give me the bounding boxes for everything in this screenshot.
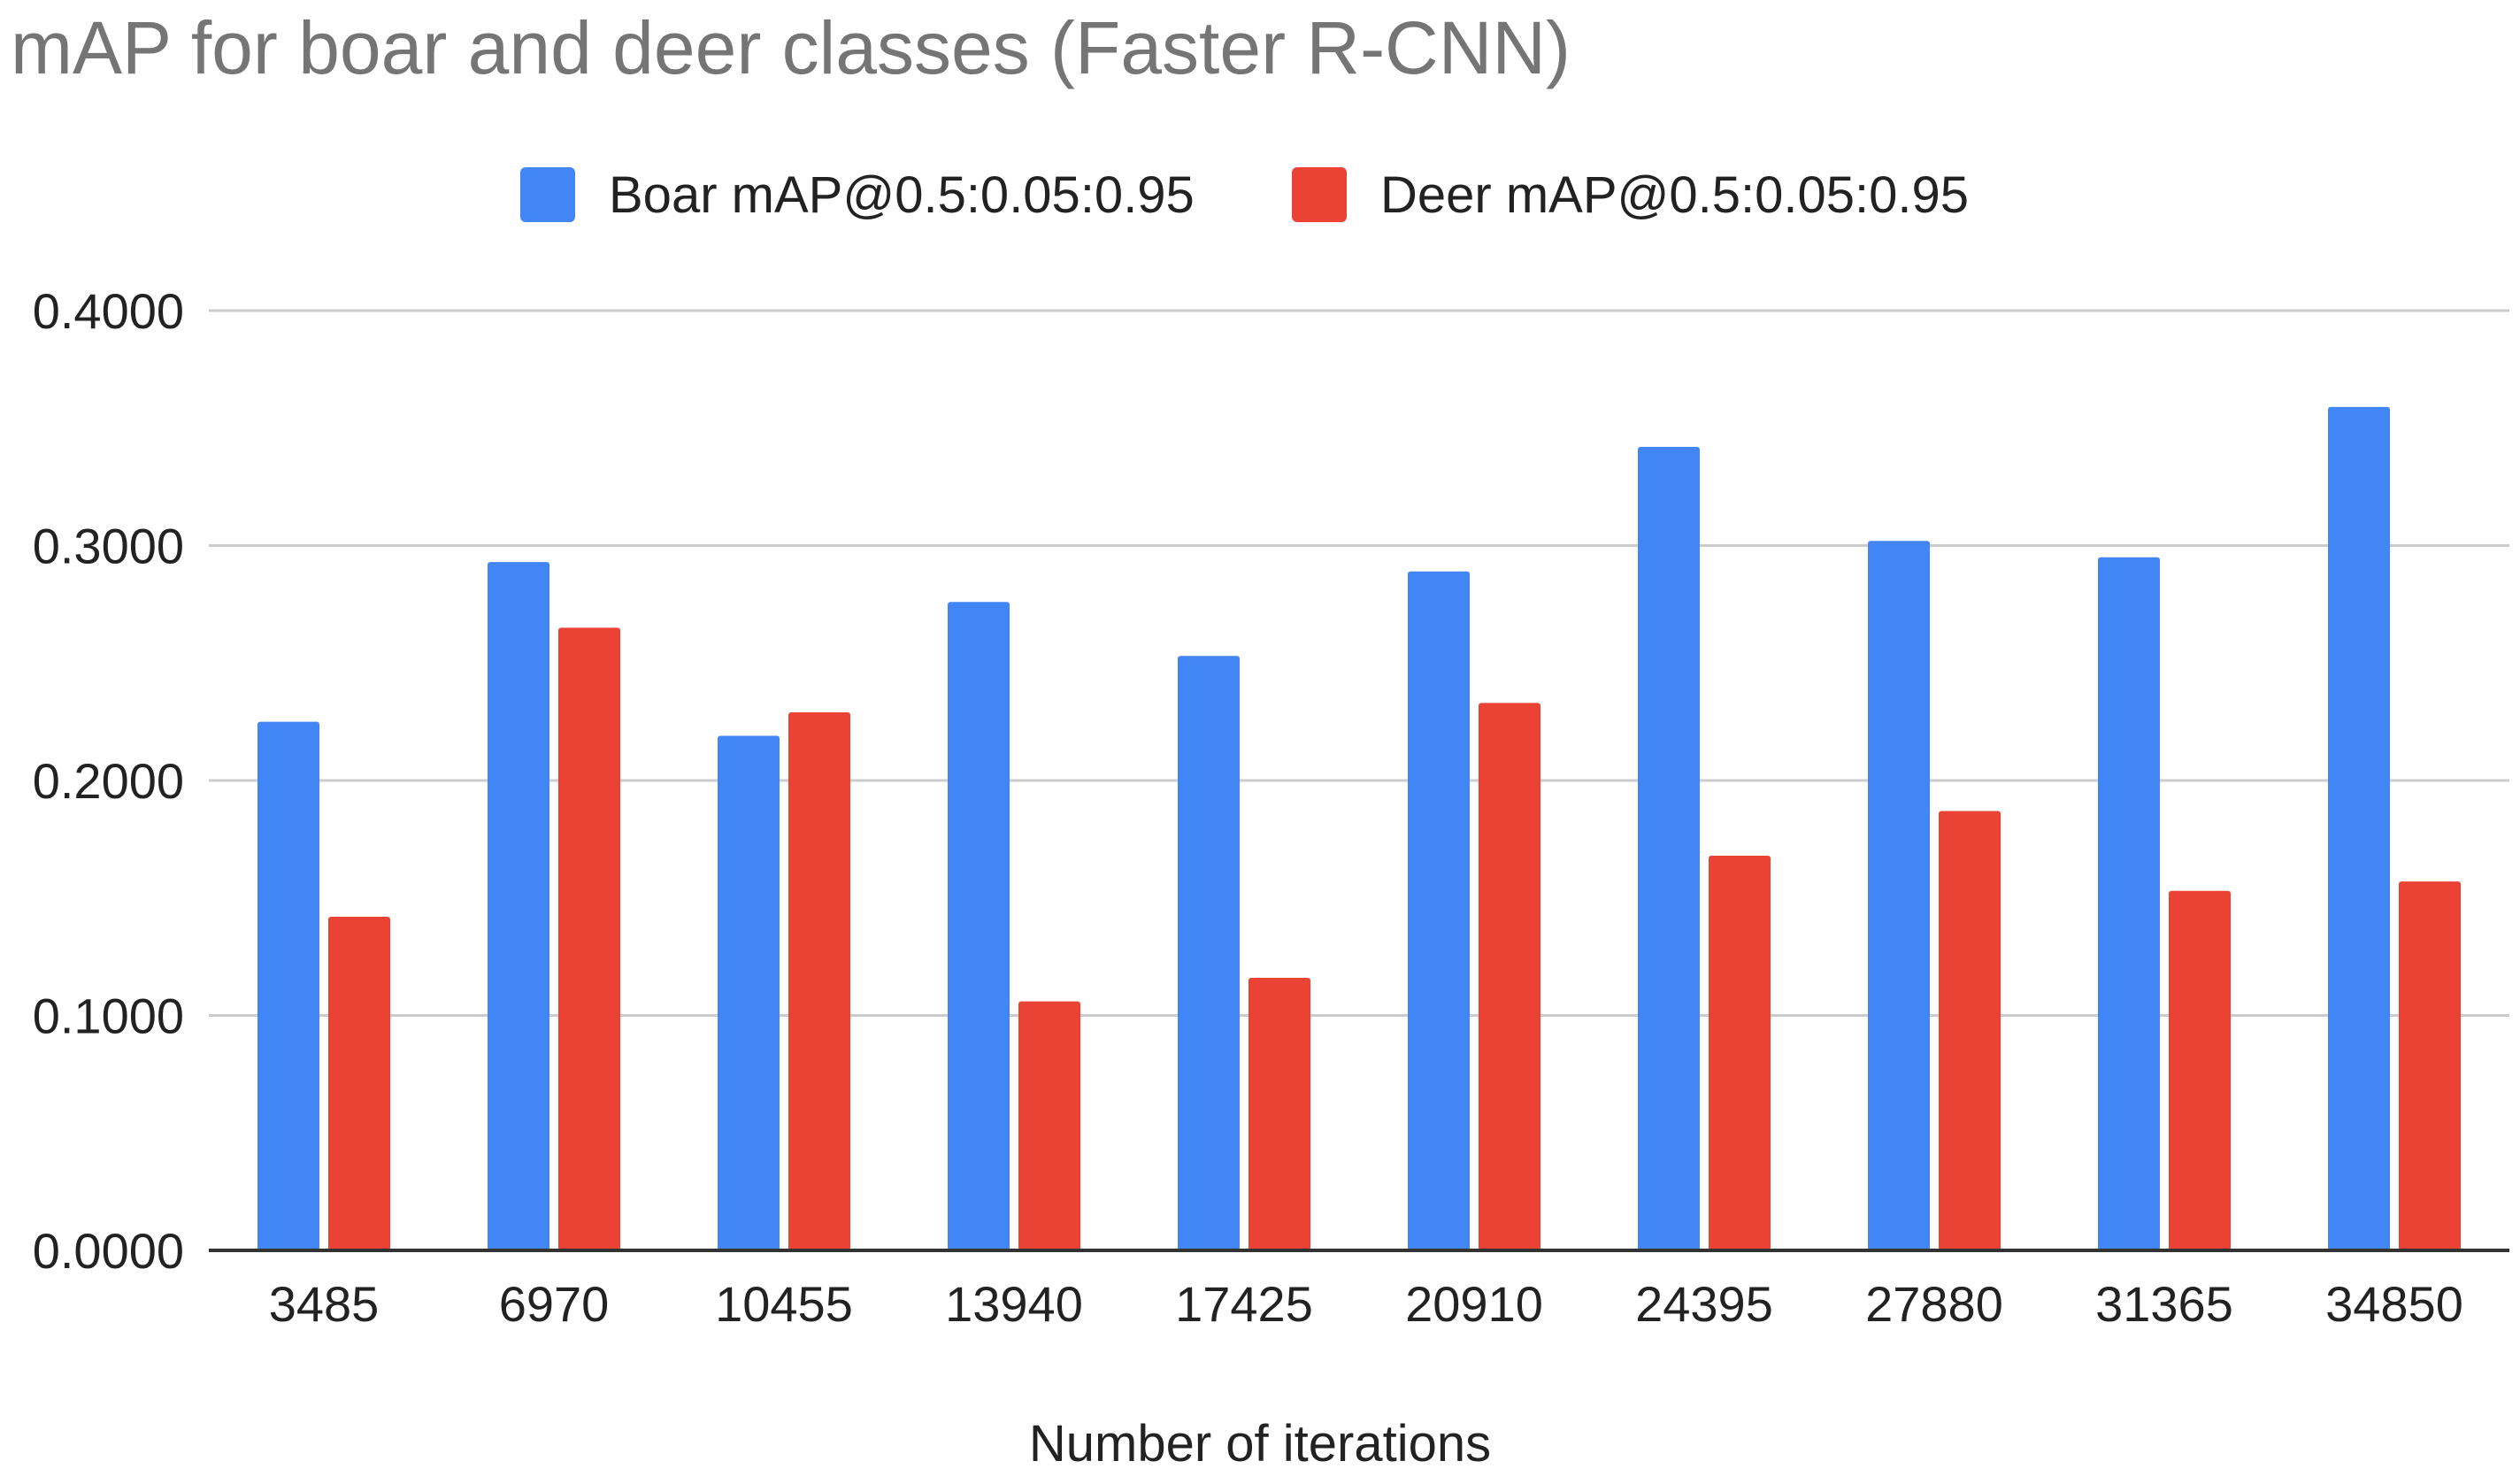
x-axis-title: Number of iterations (1028, 1415, 1492, 1472)
legend-label-deer: Deer mAP@0.5:0.05:0.95 (1380, 165, 1970, 224)
bar-boar (2098, 557, 2160, 1250)
x-tick-label: 3485 (269, 1276, 380, 1332)
y-tick-label: 0.0000 (33, 1223, 184, 1279)
bar-boar (1178, 656, 1240, 1250)
y-tick-label: 0.1000 (33, 988, 184, 1044)
bar-deer (558, 627, 620, 1250)
bar-boar (1408, 571, 1470, 1250)
x-tick-label: 27880 (1865, 1276, 2003, 1332)
bar-deer (788, 712, 850, 1250)
x-tick-label: 31365 (2095, 1276, 2233, 1332)
chart-title: mAP for boar and deer classes (Faster R-… (11, 6, 1571, 89)
bar-boar (2328, 406, 2390, 1251)
y-tick-label: 0.3000 (33, 519, 184, 574)
x-tick-label: 13940 (945, 1276, 1083, 1332)
x-tick-label: 17425 (1175, 1276, 1313, 1332)
bar-deer (2169, 890, 2231, 1250)
bar-boar (1868, 541, 1930, 1250)
legend-item-deer: Deer mAP@0.5:0.05:0.95 (1292, 159, 1969, 230)
x-tick-label: 6970 (499, 1276, 610, 1332)
chart-legend: Boar mAP@0.5:0.05:0.95 Deer mAP@0.5:0.05… (0, 159, 2520, 230)
bar-deer (1018, 1001, 1080, 1250)
legend-swatch-deer (1292, 167, 1347, 222)
bar-boar (257, 721, 319, 1250)
x-tick-label: 34850 (2325, 1276, 2463, 1332)
bar-boar (488, 562, 549, 1250)
y-tick-label: 0.4000 (33, 283, 184, 339)
x-tick-label: 20910 (1405, 1276, 1543, 1332)
y-tick-label: 0.2000 (33, 753, 184, 809)
x-tick-label: 24395 (1635, 1276, 1773, 1332)
x-tick-label: 10455 (715, 1276, 853, 1332)
bar-deer (1479, 703, 1540, 1250)
bar-deer (1939, 811, 2001, 1250)
legend-item-boar: Boar mAP@0.5:0.05:0.95 (520, 159, 1195, 230)
bar-boar (1638, 446, 1700, 1250)
legend-swatch-boar (520, 167, 575, 222)
legend-label-boar: Boar mAP@0.5:0.05:0.95 (609, 165, 1195, 224)
bar-deer (328, 916, 390, 1250)
bar-deer (2399, 881, 2461, 1250)
bar-deer (1248, 978, 1310, 1250)
bar-deer (1709, 855, 1771, 1250)
bar-boar (718, 735, 780, 1250)
bar-boar (948, 602, 1010, 1250)
